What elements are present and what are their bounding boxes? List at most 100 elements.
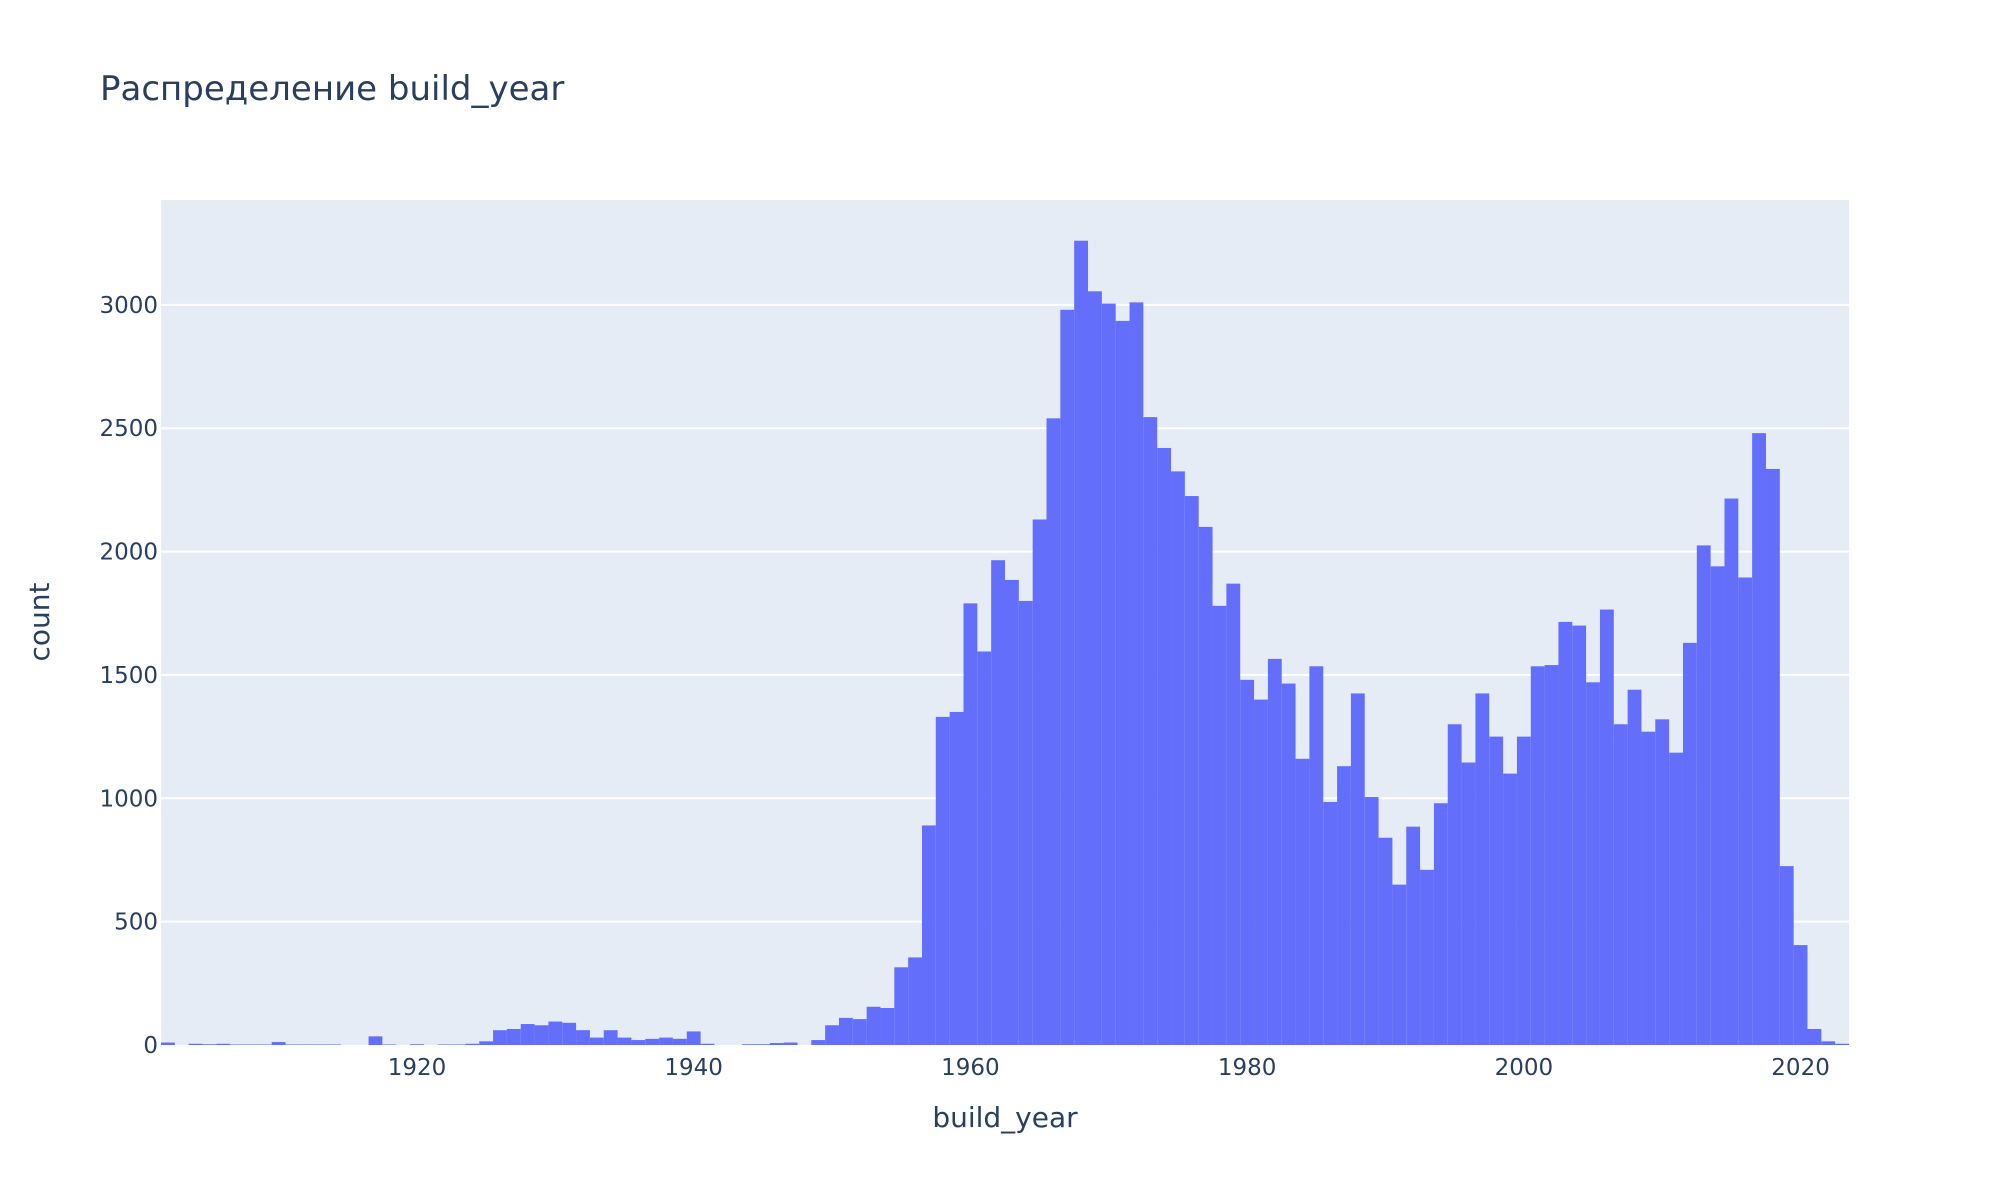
histogram-bar — [1364, 797, 1379, 1045]
histogram-bar — [410, 1044, 424, 1045]
histogram-bar — [1115, 320, 1130, 1045]
histogram-bar — [949, 711, 964, 1045]
histogram-bar — [852, 1019, 867, 1045]
histogram-bar — [645, 1038, 660, 1045]
y-tick-label: 500 — [114, 910, 158, 936]
histogram-bar — [880, 1007, 895, 1045]
histogram-bar — [1198, 526, 1213, 1045]
bars — [161, 240, 1849, 1046]
histogram-bar — [1406, 826, 1421, 1045]
histogram-bar — [1696, 545, 1711, 1045]
histogram-bar — [1032, 519, 1047, 1045]
y-axis-title: count — [23, 582, 56, 661]
histogram-bar — [1143, 417, 1158, 1045]
x-tick-label: 2020 — [1771, 1055, 1830, 1081]
x-tick-label: 1940 — [664, 1055, 723, 1081]
histogram-bar — [589, 1037, 604, 1045]
histogram-bar — [1752, 433, 1766, 1045]
histogram-bar — [1821, 1041, 1836, 1045]
x-axis-ticks: 1920 1940 1960 1980 2000 2020 — [388, 1055, 1830, 1081]
histogram-bar — [1337, 766, 1351, 1045]
histogram-bar — [1586, 682, 1600, 1045]
histogram-bar — [1669, 752, 1683, 1045]
histogram-bar — [686, 1031, 701, 1045]
y-tick-label: 3000 — [99, 293, 158, 319]
histogram-bar — [562, 1022, 577, 1045]
histogram-bar — [188, 1043, 203, 1045]
histogram-bar — [1281, 683, 1296, 1045]
histogram-bar — [493, 1030, 507, 1045]
histogram-bar — [1503, 773, 1517, 1045]
histogram-bar — [216, 1043, 231, 1045]
histogram-bar — [1018, 600, 1033, 1045]
histogram-bar — [1074, 240, 1089, 1046]
histogram-bar — [479, 1041, 494, 1045]
histogram-bar — [1558, 621, 1573, 1045]
histogram-bar — [825, 1025, 839, 1045]
histogram-bar — [1447, 724, 1462, 1045]
histogram-bar — [1641, 731, 1656, 1045]
histogram-bar — [1295, 758, 1310, 1045]
histogram-bar — [1655, 719, 1670, 1045]
histogram-bar — [520, 1024, 535, 1045]
y-tick-label: 1500 — [99, 663, 158, 689]
histogram-bar — [1184, 496, 1199, 1046]
histogram-bar — [1005, 579, 1019, 1045]
histogram-bar — [1212, 605, 1227, 1045]
histogram-bar — [921, 825, 936, 1045]
histogram-bar — [769, 1043, 784, 1045]
x-tick-label: 1920 — [388, 1055, 447, 1081]
histogram-bar — [1323, 801, 1338, 1045]
histogram-bar — [271, 1042, 286, 1045]
histogram-bar — [866, 1006, 881, 1045]
histogram-bar — [1433, 803, 1448, 1045]
histogram-bar — [1267, 658, 1282, 1045]
histogram-bar — [1738, 577, 1753, 1045]
histogram-bar — [1572, 625, 1587, 1045]
y-tick-label: 2000 — [99, 540, 158, 566]
y-axis-ticks: 0 500 1000 1500 2000 2500 3000 — [99, 293, 158, 1059]
histogram-bar — [1516, 736, 1531, 1045]
histogram-bar — [1129, 302, 1144, 1046]
histogram-bar — [1420, 869, 1434, 1045]
histogram-bar — [1240, 679, 1255, 1045]
histogram-bar — [1807, 1028, 1822, 1045]
histogram-bar — [506, 1028, 521, 1045]
histogram-bar — [1793, 945, 1808, 1045]
histogram-bar — [811, 1040, 826, 1045]
histogram-bar — [783, 1042, 798, 1045]
chart-title: Распределение build_year — [100, 69, 564, 109]
histogram-bar — [1101, 303, 1116, 1045]
histogram-bar — [1254, 699, 1268, 1045]
x-tick-label: 2000 — [1495, 1055, 1554, 1081]
histogram-bar — [202, 1044, 217, 1045]
histogram-bar — [1171, 471, 1185, 1046]
histogram-bar — [1779, 866, 1794, 1045]
histogram-bar — [742, 1044, 756, 1045]
histogram-bar — [977, 651, 992, 1045]
histogram-bar — [465, 1043, 480, 1045]
histogram-bar — [1627, 689, 1642, 1045]
histogram-bar — [838, 1017, 853, 1045]
histogram-bar — [908, 957, 922, 1045]
histogram-bar — [1088, 291, 1102, 1045]
y-tick-label: 0 — [143, 1033, 158, 1059]
histogram-bar — [368, 1036, 383, 1045]
histogram-bar — [617, 1037, 632, 1045]
histogram-bar — [1475, 693, 1490, 1045]
histogram-bar — [576, 1030, 590, 1045]
histogram-bar — [631, 1040, 646, 1045]
histogram-bar — [935, 716, 950, 1045]
histogram-bar — [603, 1030, 618, 1045]
histogram-bar — [1392, 884, 1407, 1045]
histogram-bar — [1060, 309, 1075, 1045]
histogram-bar — [1682, 642, 1697, 1045]
histogram-bar — [894, 967, 909, 1045]
histogram-bar — [991, 560, 1005, 1045]
histogram-bar — [1226, 583, 1241, 1045]
histogram-bar — [1530, 666, 1545, 1045]
histogram-bar — [1724, 498, 1739, 1046]
histogram-bar — [1350, 693, 1365, 1045]
x-axis-title: build_year — [932, 1101, 1078, 1134]
